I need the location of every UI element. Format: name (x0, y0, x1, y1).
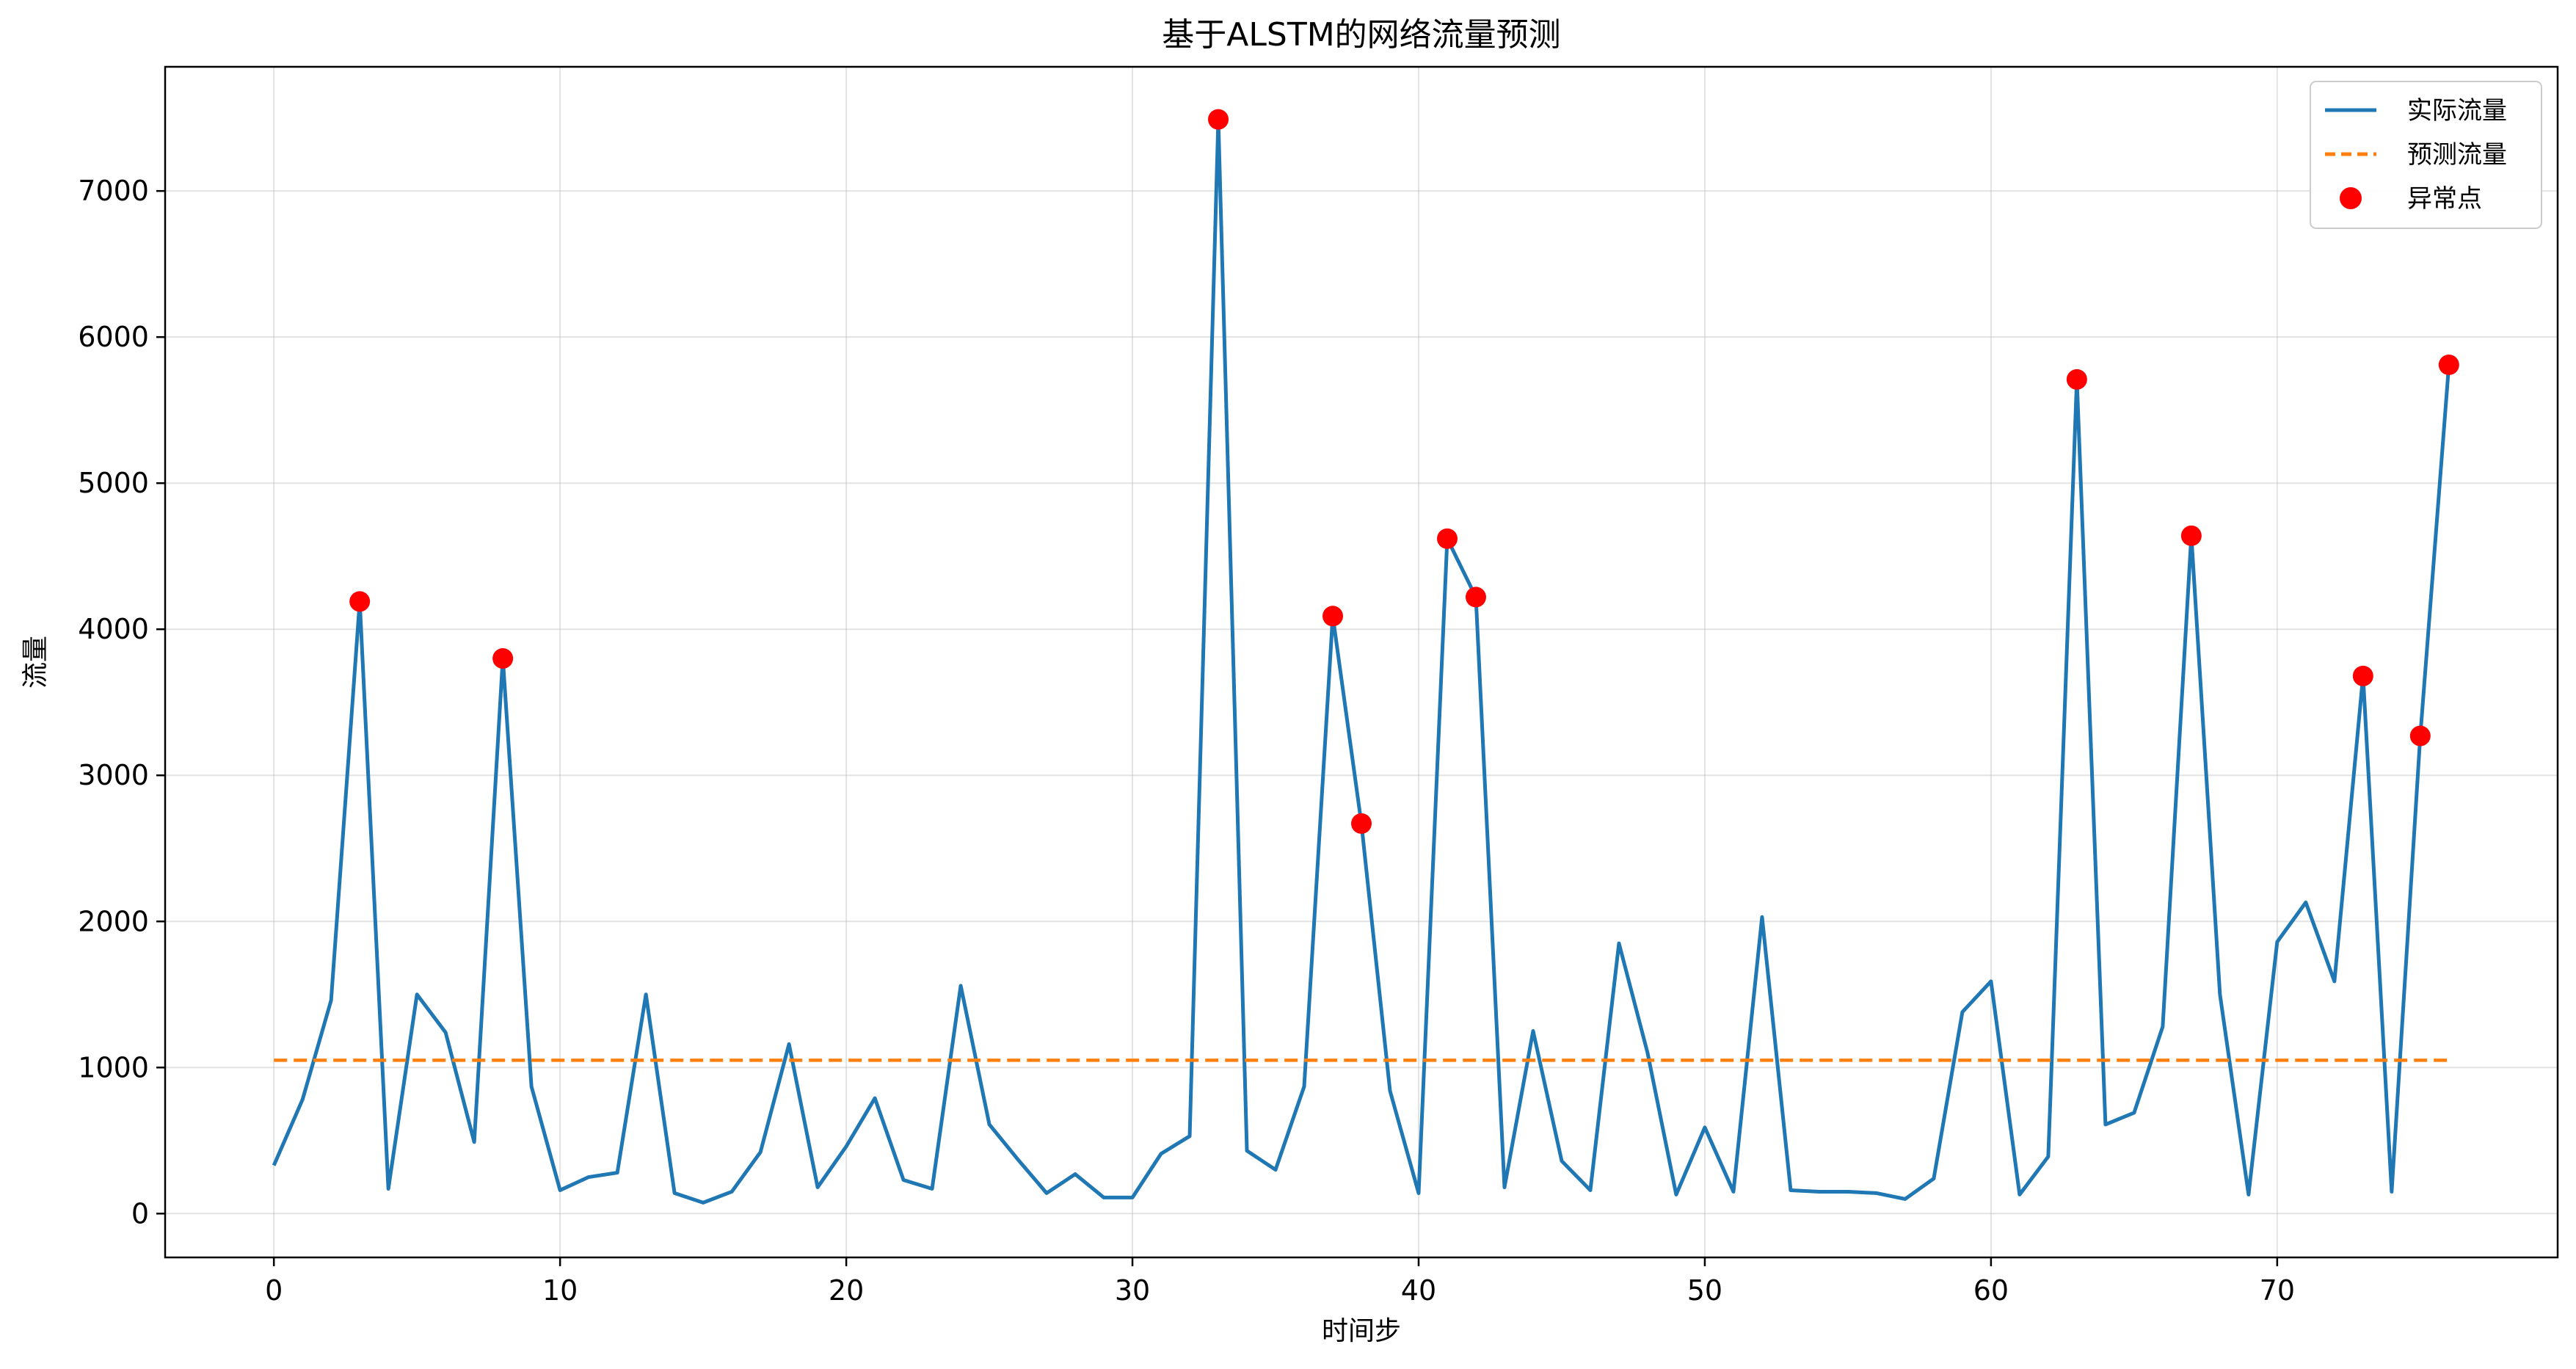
y-tick-label: 6000 (78, 321, 149, 353)
x-tick-label: 60 (1973, 1274, 2009, 1307)
anomaly-point (1322, 606, 1344, 627)
y-axis: 0 1000 2000 3000 4000 5000 6000 7000 (78, 175, 165, 1230)
anomaly-point (1436, 528, 1458, 549)
anomaly-point (492, 648, 514, 669)
anomaly-point (1351, 813, 1372, 834)
y-tick-label: 1000 (78, 1051, 149, 1083)
y-tick-label: 3000 (78, 759, 149, 791)
anomaly-point (2066, 368, 2087, 390)
grid (165, 67, 2558, 1257)
legend-swatch-2 (2340, 187, 2362, 209)
plot-frame (164, 65, 2559, 1259)
plot-series (272, 109, 2459, 1205)
legend-box (2310, 81, 2542, 229)
anomaly-point (349, 591, 371, 612)
y-tick-label: 7000 (78, 175, 149, 207)
anomaly-point (2352, 665, 2373, 686)
anomaly-point (2438, 354, 2459, 375)
y-tick-label: 2000 (78, 905, 149, 937)
anomaly-point (1208, 109, 1229, 130)
x-tick-label: 10 (542, 1274, 578, 1307)
chart-title: 基于ALSTM的网络流量预测 (1162, 16, 1560, 54)
x-tick-label: 50 (1687, 1274, 1722, 1307)
x-axis: 0 10 20 30 40 50 60 70 (265, 1257, 2295, 1307)
y-axis-label: 流量 (21, 636, 51, 689)
legend-label-0: 实际流量 (2407, 96, 2507, 126)
anomaly-point (1465, 587, 1486, 608)
x-axis-label: 时间步 (1322, 1316, 1401, 1346)
series-line-0 (272, 117, 2451, 1205)
y-tick-label: 0 (131, 1197, 149, 1230)
x-tick-label: 20 (829, 1274, 864, 1307)
x-tick-label: 70 (2260, 1274, 2295, 1307)
y-tick-label: 4000 (78, 613, 149, 645)
anomaly-point (2409, 725, 2431, 747)
x-tick-label: 0 (265, 1274, 283, 1307)
legend-label-2: 异常点 (2407, 184, 2482, 214)
anomaly-point (2180, 525, 2202, 546)
x-tick-label: 30 (1115, 1274, 1150, 1307)
legend-label-1: 预测流量 (2407, 140, 2507, 170)
y-tick-label: 5000 (78, 467, 149, 499)
x-tick-label: 40 (1401, 1274, 1436, 1307)
